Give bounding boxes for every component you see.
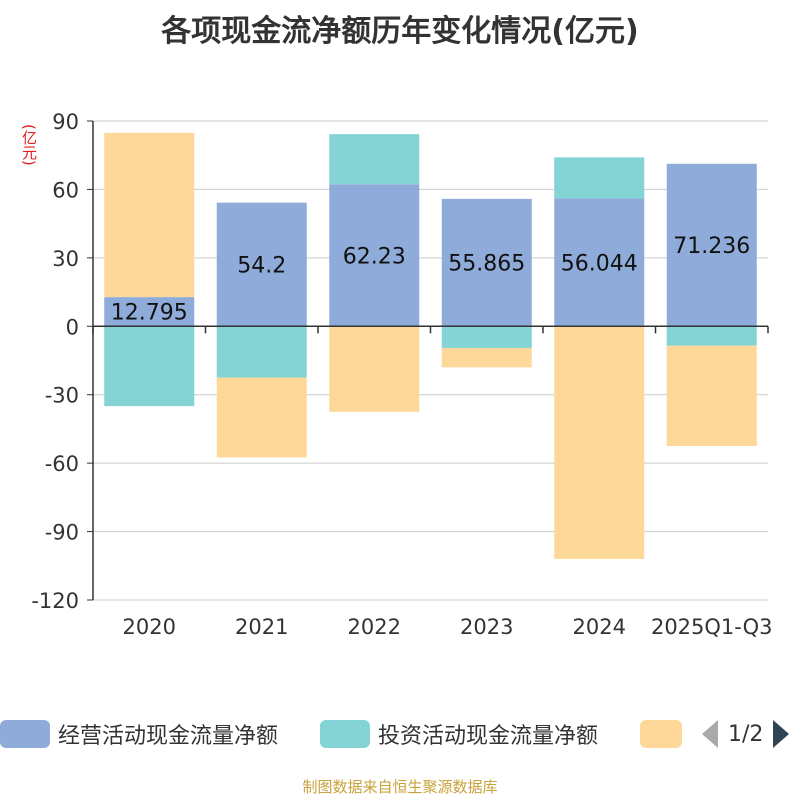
y-tick-label: 90	[52, 110, 79, 134]
data-label: 54.2	[237, 253, 286, 278]
bar-series2-2022	[329, 326, 420, 412]
bar-series1-2025Q1-Q3	[666, 326, 757, 346]
y-tick-label: -90	[45, 521, 79, 545]
data-label: 12.795	[111, 301, 188, 326]
legend-prev-icon[interactable]	[702, 720, 718, 748]
x-tick-label: 2022	[348, 615, 401, 639]
bar-series0-2025Q1-Q3	[666, 163, 757, 327]
bar-series1-2022	[329, 134, 420, 185]
legend-swatch-operating	[0, 720, 50, 748]
chart-title: 各项现金流净额历年变化情况(亿元)	[161, 14, 639, 49]
bar-series1-2020	[104, 326, 195, 407]
legend: 经营活动现金流量净额 投资活动现金流量净额 1/2	[0, 716, 800, 752]
bar-series0-2024	[554, 198, 645, 327]
legend-pager: 1/2	[702, 716, 790, 752]
y-axis-unit: (亿元)	[20, 124, 38, 166]
y-tick-label: -60	[45, 452, 79, 476]
legend-swatch-financing	[640, 720, 682, 748]
data-label: 55.865	[448, 252, 525, 277]
data-label: 71.236	[673, 234, 750, 259]
legend-item-operating[interactable]: 经营活动现金流量净额	[0, 716, 278, 752]
x-tick-label: 2024	[573, 615, 626, 639]
bar-series2-2021	[216, 377, 307, 458]
source-footer: 制图数据来自恒生聚源数据库	[302, 778, 498, 796]
stacked-bar-chart: 90 60 30 0 -30 -60 -90 -120 2020 2021 2022 2023 2024…	[31, 110, 773, 639]
y-tick-label: -30	[45, 384, 79, 408]
legend-page-indicator: 1/2	[728, 721, 764, 747]
bar-series1-2024	[554, 157, 645, 199]
legend-item-financing[interactable]	[640, 716, 690, 752]
x-tick-label: 2023	[460, 615, 513, 639]
x-tick-label: 2020	[123, 615, 176, 639]
y-tick-label: 0	[66, 315, 79, 339]
legend-next-icon[interactable]	[773, 720, 790, 748]
x-tick-label: 2025Q1-Q3	[651, 615, 773, 639]
legend-label-operating: 经营活动现金流量净额	[58, 724, 279, 749]
bar-series0-2020	[104, 297, 195, 327]
y-tick-label: 60	[52, 178, 79, 202]
data-label: 56.044	[561, 251, 638, 276]
legend-swatch-investing	[320, 720, 370, 748]
x-tick-label: 2021	[235, 615, 288, 639]
legend-label-investing: 投资活动现金流量净额	[378, 724, 599, 749]
bar-series2-2025Q1-Q3	[666, 345, 757, 447]
legend-item-investing[interactable]: 投资活动现金流量净额	[320, 716, 598, 752]
bar-series0-2023	[441, 198, 532, 327]
y-tick-label: -120	[31, 589, 79, 613]
bar-series0-2021	[216, 202, 307, 327]
bar-series2-2024	[554, 326, 645, 559]
bar-series0-2022	[329, 184, 420, 327]
bar-series1-2021	[216, 326, 307, 378]
y-tick-label: 30	[52, 247, 79, 271]
bar-series2-2020	[104, 132, 195, 298]
data-label: 62.23	[343, 244, 406, 269]
bar-series2-2023	[441, 347, 532, 368]
bar-series1-2023	[441, 326, 532, 348]
